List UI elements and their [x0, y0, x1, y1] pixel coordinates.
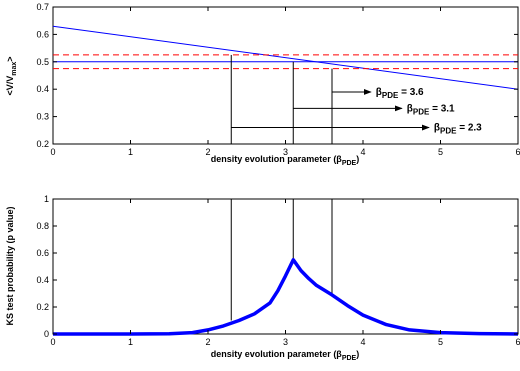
bottom-x-tick-label: 1	[128, 337, 133, 347]
bottom-x-tick-label: 2	[205, 337, 210, 347]
top-y-axis-label: <V/Vmax>	[5, 56, 18, 95]
top-y-tick-label: 0.5	[36, 57, 49, 67]
bottom-x-tick-label: 0	[50, 337, 55, 347]
beta-annotation-label: βPDE = 3.1	[407, 103, 455, 116]
bottom-x-tick-label: 6	[515, 337, 520, 347]
bottom-vlines-group	[230, 199, 333, 321]
top-ticks-group: 0 1 2 3 4 5 6 0.2 0.3 0.4 0.5 0.6 0.7	[36, 2, 520, 157]
top-vlines-group	[230, 54, 333, 144]
top-annotations-group: βPDE = 3.6 βPDE = 3.1 βPDE = 2.3	[231, 87, 482, 136]
top-x-tick-label: 3	[283, 147, 288, 157]
top-chart: βPDE = 3.6 βPDE = 3.1 βPDE = 2.3 0 1 2 3 4 5 6 0.…	[5, 2, 520, 167]
top-series-line	[52, 25, 519, 90]
bottom-chart: 0 1 2 3 4 5 6 0 0.2 0.4 0.6 0.8 1 density evolution …	[5, 194, 520, 362]
top-x-tick-label: 1	[128, 147, 133, 157]
top-series-group	[52, 25, 519, 90]
bottom-y-tick-label: 0.6	[36, 248, 49, 258]
top-y-tick-label: 0.4	[36, 84, 49, 94]
beta-annotation-label: βPDE = 2.3	[434, 123, 482, 136]
bottom-y-tick-label: 0.8	[36, 221, 49, 231]
top-y-tick-label: 0.7	[36, 2, 49, 12]
bottom-x-tick-label: 4	[360, 337, 365, 347]
top-y-tick-label: 0.2	[36, 139, 49, 149]
bottom-y-tick-label: 0.2	[36, 302, 49, 312]
bottom-y-tick-label: 0	[44, 329, 49, 339]
bottom-x-tick-label: 3	[283, 337, 288, 347]
bottom-series-group	[53, 258, 519, 336]
bottom-y-tick-label: 0.4	[36, 275, 49, 285]
top-plot-frame	[52, 6, 519, 145]
bottom-y-axis-label: KS test probability (p value)	[5, 206, 15, 325]
top-x-tick-label: 0	[50, 147, 55, 157]
bottom-series-line	[53, 258, 519, 336]
bottom-ticks-group: 0 1 2 3 4 5 6 0 0.2 0.4 0.6 0.8 1	[36, 194, 520, 347]
top-x-tick-label: 2	[205, 147, 210, 157]
top-y-tick-label: 0.3	[36, 112, 49, 122]
top-y-tick-label: 0.6	[36, 29, 49, 39]
top-x-tick-label: 4	[360, 147, 365, 157]
top-x-tick-label: 6	[515, 147, 520, 157]
top-x-tick-label: 5	[438, 147, 443, 157]
bottom-plot-frame	[52, 198, 519, 335]
bottom-x-axis-label: density evolution parameter (βPDE)	[211, 349, 359, 362]
top-x-axis-label: density evolution parameter (βPDE)	[211, 154, 359, 167]
beta-annotation-label: βPDE = 3.6	[376, 87, 424, 100]
bottom-y-tick-label: 1	[44, 194, 49, 204]
bottom-x-tick-label: 5	[438, 337, 443, 347]
